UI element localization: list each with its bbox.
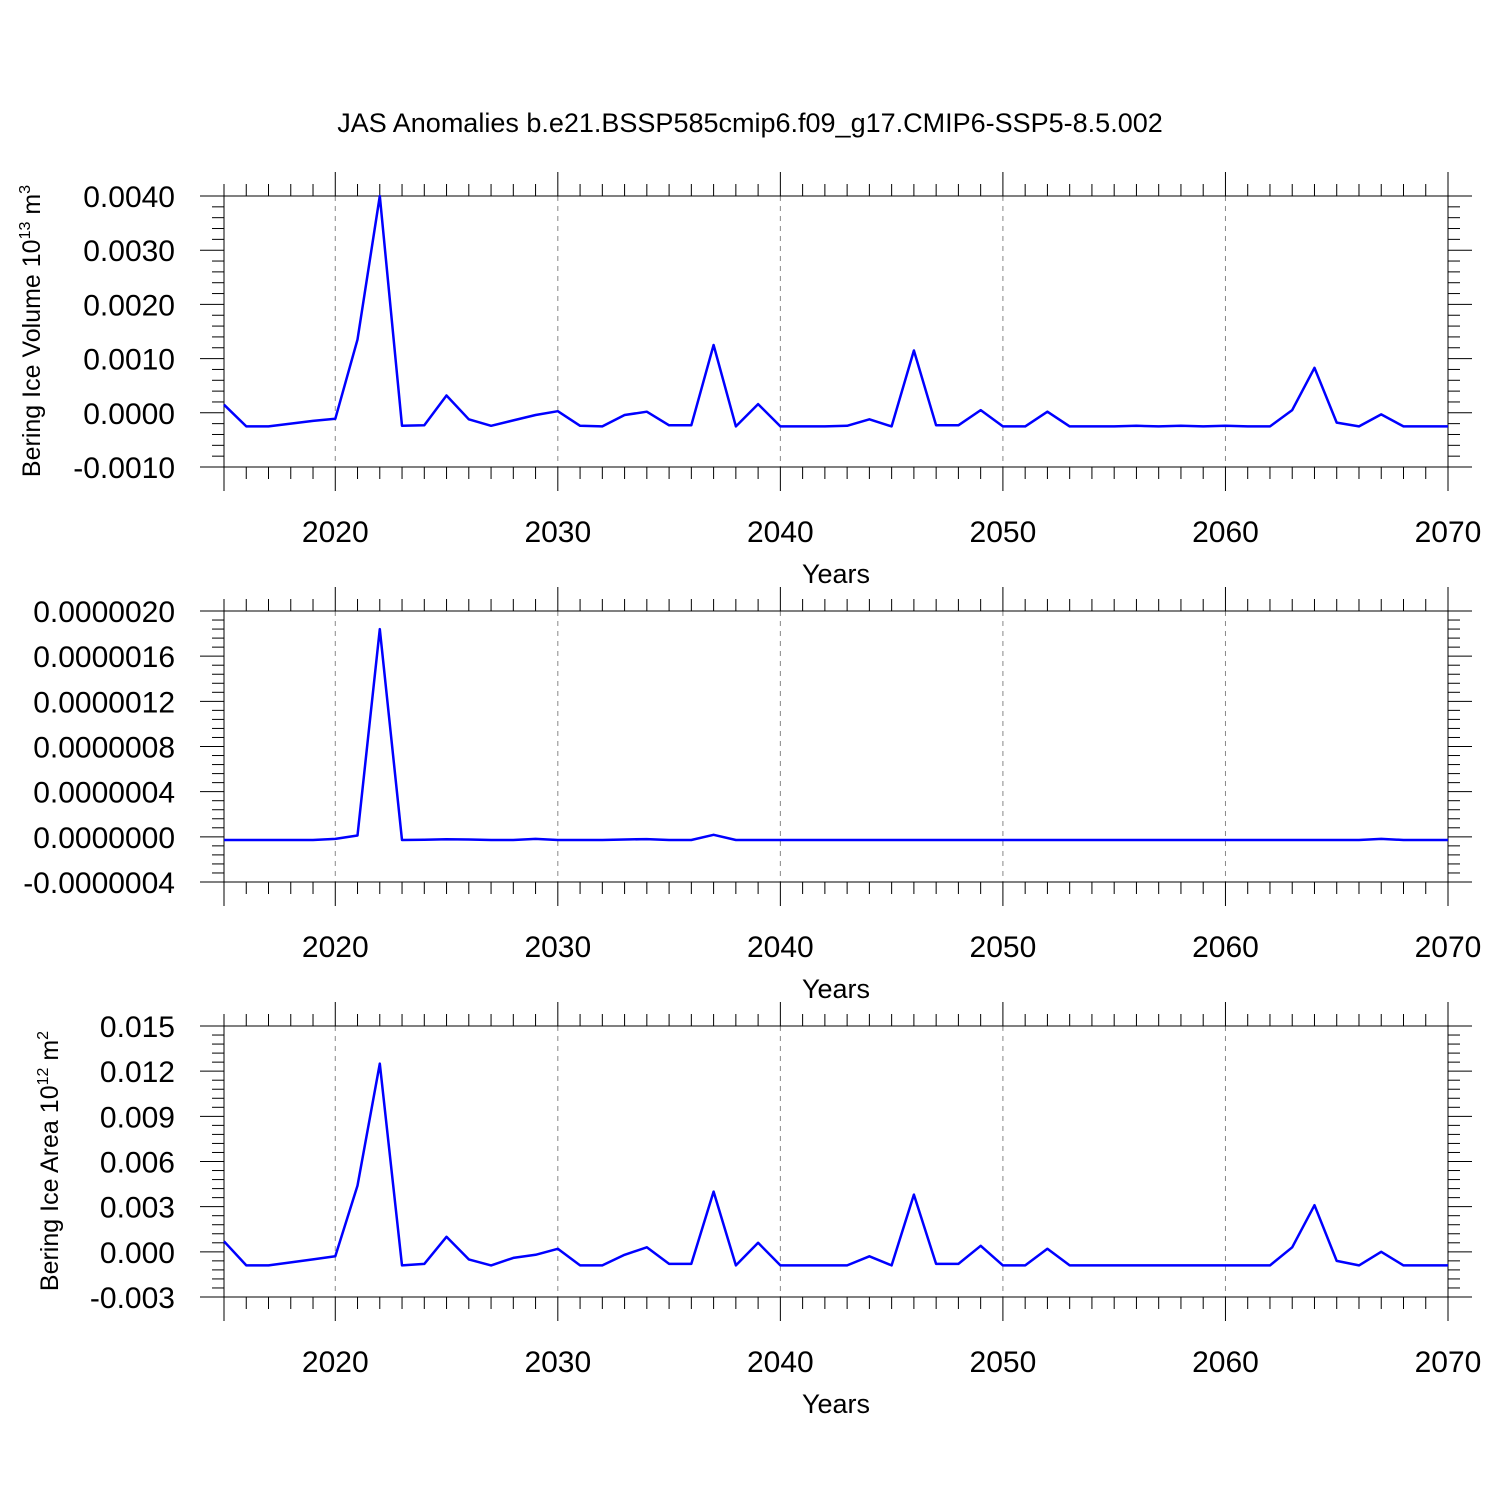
y-tick-label: 0.0000012: [33, 686, 175, 719]
x-tick-label: 2050: [970, 931, 1037, 964]
y-tick-label: 0.012: [100, 1056, 175, 1089]
x-tick-label: 2040: [747, 1346, 814, 1379]
y-tick-label: 0.0020: [83, 289, 175, 322]
y-tick-label: 0.0000020: [33, 596, 175, 629]
panel-3: -0.003 0.000 0.003 0.006 0.009 0.012 0.015 2020…: [35, 1002, 1481, 1419]
y-tick-label: 0.0000016: [33, 641, 175, 674]
y-tick-label: -0.003: [90, 1282, 175, 1315]
x-tick-label: 2070: [1415, 931, 1482, 964]
x-tick-label: 2020: [302, 931, 369, 964]
y-tick-label: 0.0000004: [33, 777, 175, 810]
x-tick-label: 2070: [1415, 516, 1482, 549]
panel-1: -0.0010 0.0000 0.0010 0.0020 0.0030 0.0040 202…: [17, 172, 1481, 589]
x-axis-label: Years: [802, 1389, 870, 1419]
x-tick-label: 2040: [747, 931, 814, 964]
series-line-2: [224, 627, 1448, 842]
y-tick-label: 0.0000000: [33, 822, 175, 855]
x-axis-label: Years: [802, 559, 870, 589]
series-line-3: [223, 1062, 1448, 1267]
y-tick-label: 0.009: [100, 1101, 175, 1134]
y-tick-label: 0.006: [100, 1147, 175, 1180]
x-tick-label: 2030: [524, 516, 591, 549]
y-tick-label: 0.0010: [83, 344, 175, 377]
panel-2: -0.0000004 0.0000000 0.0000004 0.0000008 0.0…: [23, 587, 1481, 1004]
y-tick-label: 0.015: [100, 1011, 175, 1044]
x-tick-label: 2050: [970, 1346, 1037, 1379]
x-tick-label: 2030: [524, 931, 591, 964]
y-tick-label: 0.000: [100, 1237, 175, 1270]
y-tick-label: 0.0000008: [33, 732, 175, 765]
y-tick-label: -0.0000004: [23, 867, 175, 900]
y-tick-label: 0.0040: [83, 181, 175, 214]
series-line-1: [223, 194, 1448, 428]
y-tick-label: 0.0000: [83, 398, 175, 431]
y-tick-label: -0.0010: [73, 452, 175, 485]
x-tick-label: 2020: [302, 1346, 369, 1379]
x-tick-label: 2020: [302, 516, 369, 549]
y-tick-label: 0.003: [100, 1192, 175, 1225]
y-axis-label: Bering Ice Volume 1013 m3: [17, 185, 46, 477]
y-tick-label: 0.0030: [83, 235, 175, 268]
chart-title: JAS Anomalies b.e21.BSSP585cmip6.f09_g17…: [337, 108, 1163, 138]
x-tick-label: 2070: [1415, 1346, 1482, 1379]
x-axis-label: Years: [802, 974, 870, 1004]
x-tick-label: 2060: [1192, 516, 1259, 549]
x-tick-label: 2060: [1192, 931, 1259, 964]
x-tick-label: 2040: [747, 516, 814, 549]
chart-panels: -0.0010 0.0000 0.0010 0.0020 0.0030 0.0040 202…: [17, 172, 1481, 1419]
x-tick-label: 2060: [1192, 1346, 1259, 1379]
x-tick-label: 2050: [970, 516, 1037, 549]
x-tick-label: 2030: [524, 1346, 591, 1379]
y-axis-label: Bering Ice Area 1012 m2: [35, 1031, 64, 1291]
